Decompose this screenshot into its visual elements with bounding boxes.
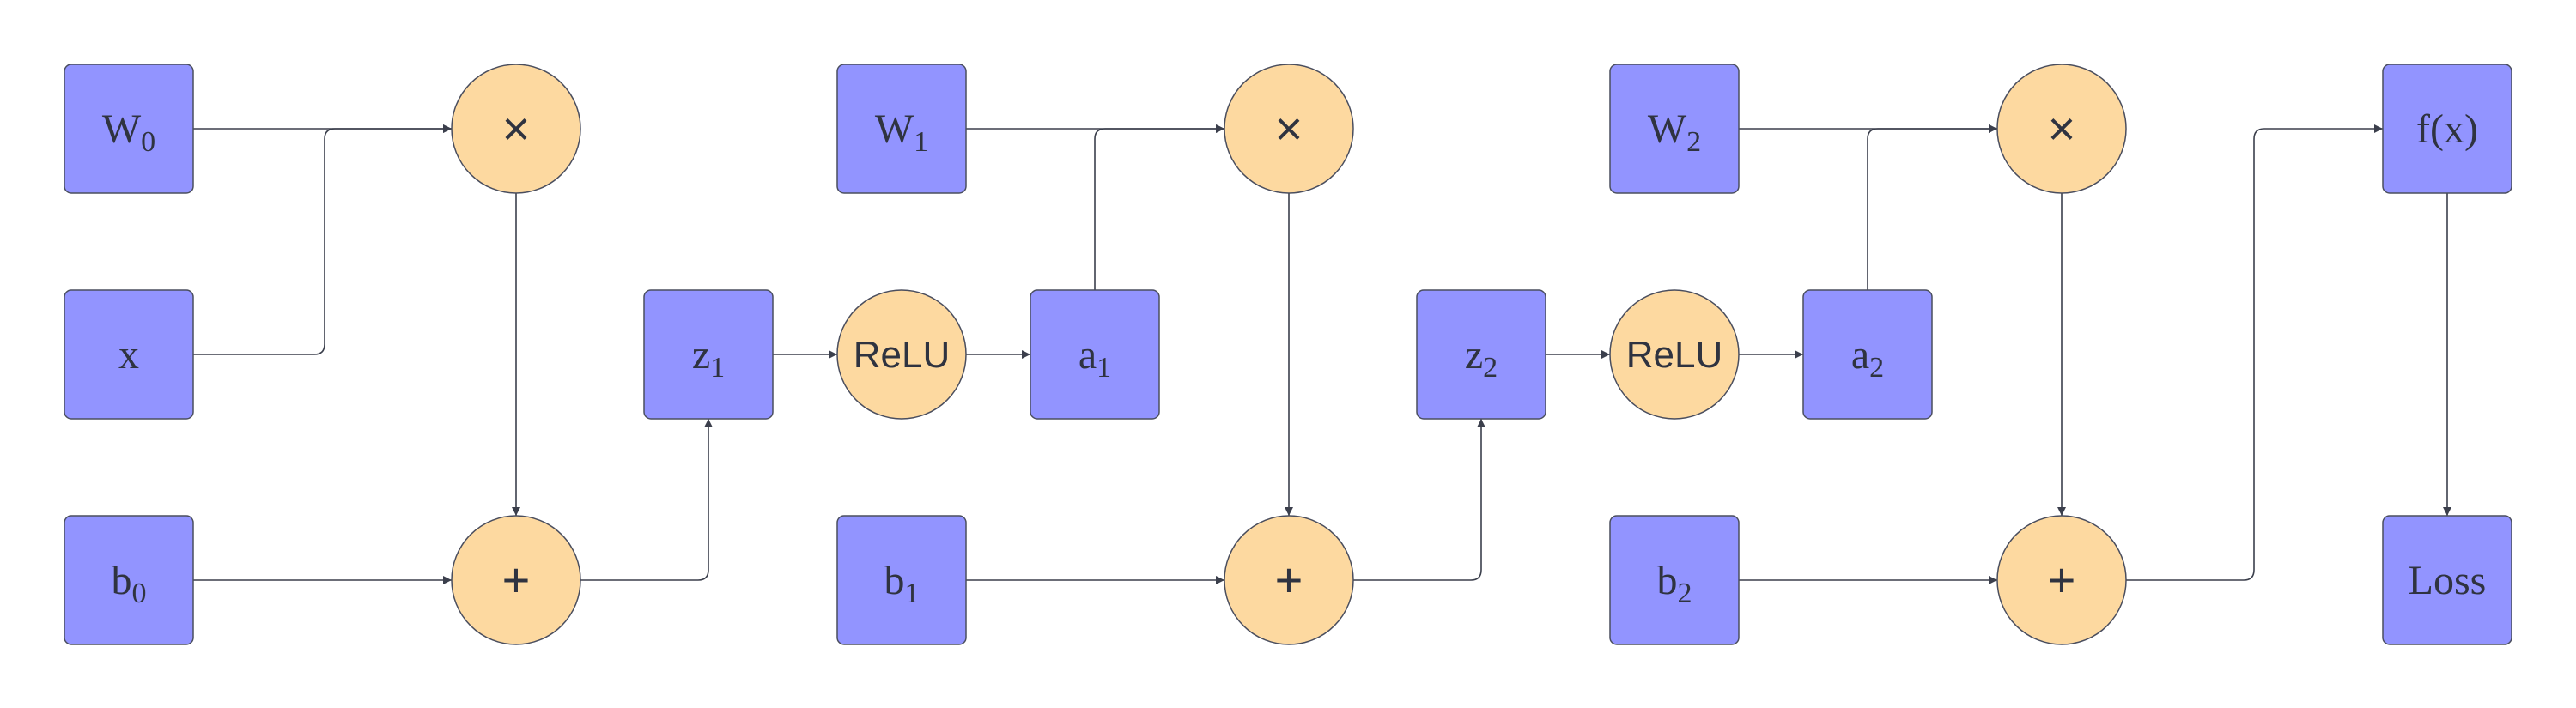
variable-subscript: 0	[132, 578, 147, 609]
variable-symbol: W	[102, 106, 142, 152]
operation-circle	[1996, 64, 2127, 194]
variable-label: f(x)	[2416, 106, 2478, 152]
node-add2: +	[1996, 515, 2127, 645]
variable-label: b1	[884, 558, 920, 609]
variable-symbol: a	[1851, 332, 1869, 378]
variable-subscript: 1	[710, 352, 725, 384]
variable-label: Loss	[2409, 558, 2487, 603]
variable-box	[64, 64, 194, 194]
variable-label: W2	[1648, 106, 1701, 158]
operation-circle	[451, 515, 581, 645]
edges-layer	[193, 124, 2451, 584]
operation-circle	[451, 64, 581, 194]
node-add0: +	[451, 515, 581, 645]
variable-symbol: x	[118, 332, 139, 378]
variable-symbol: z	[1465, 332, 1483, 378]
variable-subscript: 2	[1483, 352, 1498, 384]
variable-label: a1	[1078, 332, 1111, 384]
edge-x-to-mul0	[193, 124, 452, 355]
edge-add1-to-z2	[1353, 419, 1485, 581]
node-b2: b2	[1609, 515, 1740, 645]
variable-subscript: 1	[914, 126, 928, 158]
variable-box	[2382, 64, 2512, 194]
add-operator: +	[2048, 553, 2076, 607]
edge-a2-to-mul2	[1867, 124, 1997, 290]
variable-label: a2	[1851, 332, 1884, 384]
operation-circle	[1996, 515, 2127, 645]
node-w0: W0	[64, 64, 194, 194]
node-mul2: ×	[1996, 64, 2127, 194]
variable-box	[1802, 289, 1933, 420]
node-add1: +	[1224, 515, 1354, 645]
multiply-operator: ×	[1275, 101, 1303, 155]
variable-box	[2382, 515, 2512, 645]
node-relu1: ReLU	[836, 289, 967, 420]
variable-subscript: 1	[1097, 352, 1111, 384]
operation-circle	[1609, 289, 1740, 420]
variable-box	[1609, 64, 1740, 194]
node-w2: W2	[1609, 64, 1740, 194]
variable-label: W0	[102, 106, 155, 158]
edge-add2-to-fx	[2126, 124, 2383, 581]
node-relu2: ReLU	[1609, 289, 1740, 420]
operation-circle	[836, 289, 967, 420]
variable-box	[64, 289, 194, 420]
variable-label: W1	[875, 106, 928, 158]
node-mul1: ×	[1224, 64, 1354, 194]
variable-label: z1	[692, 332, 725, 384]
edge-add0-to-z1	[580, 419, 713, 581]
edge-a1-to-mul1	[1094, 124, 1224, 290]
variable-box	[643, 289, 774, 420]
node-z2: z2	[1416, 289, 1546, 420]
variable-symbol: Loss	[2409, 558, 2487, 603]
multiply-operator: ×	[502, 101, 531, 155]
node-mul0: ×	[451, 64, 581, 194]
variable-symbol: a	[1078, 332, 1097, 378]
variable-symbol: W	[1648, 106, 1687, 152]
node-x: x	[64, 289, 194, 420]
node-z1: z1	[643, 289, 774, 420]
variable-subscript: 0	[141, 126, 155, 158]
variable-symbol: W	[875, 106, 914, 152]
relu-label: ReLU	[1626, 334, 1723, 376]
variable-label: b2	[1657, 558, 1692, 609]
operation-circle	[1224, 515, 1354, 645]
operation-circle	[1224, 64, 1354, 194]
variable-label: x	[118, 332, 139, 378]
variable-box	[1609, 515, 1740, 645]
relu-label: ReLU	[854, 334, 951, 376]
node-a1: a1	[1030, 289, 1160, 420]
variable-subscript: 2	[1678, 578, 1692, 609]
variable-label: z2	[1465, 332, 1498, 384]
node-b0: b0	[64, 515, 194, 645]
variable-box	[1030, 289, 1160, 420]
node-w1: W1	[836, 64, 967, 194]
variable-symbol: b	[884, 558, 905, 603]
variable-label: b0	[112, 558, 147, 609]
variable-box	[836, 515, 967, 645]
variable-subscript: 1	[905, 578, 920, 609]
node-b1: b1	[836, 515, 967, 645]
variable-symbol: z	[692, 332, 710, 378]
variable-subscript: 2	[1686, 126, 1701, 158]
add-operator: +	[502, 553, 531, 607]
variable-symbol: b	[112, 558, 132, 603]
node-loss: Loss	[2382, 515, 2512, 645]
add-operator: +	[1275, 553, 1303, 607]
variable-box	[1416, 289, 1546, 420]
variable-box	[64, 515, 194, 645]
variable-subscript: 2	[1869, 352, 1884, 384]
node-a2: a2	[1802, 289, 1933, 420]
multiply-operator: ×	[2048, 101, 2076, 155]
variable-symbol: f(x)	[2416, 106, 2478, 152]
variable-symbol: b	[1657, 558, 1678, 603]
node-fx: f(x)	[2382, 64, 2512, 194]
variable-box	[836, 64, 967, 194]
